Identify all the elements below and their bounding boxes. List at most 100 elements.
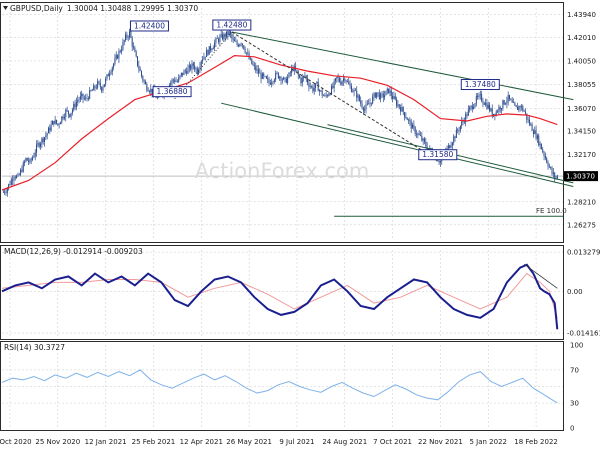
candle-body (532, 130, 534, 134)
candle-body (49, 127, 51, 131)
symbol-label: GBPUSD,Daily (10, 4, 63, 13)
candle-body (219, 36, 221, 42)
swing-label-box (418, 149, 458, 161)
candle-body (312, 86, 314, 92)
candle-body (207, 50, 209, 55)
candle-body (62, 116, 64, 119)
x-tick-label: 26 May 2021 (226, 438, 272, 446)
candle-body (280, 76, 282, 81)
candle-body (142, 76, 144, 81)
x-tick-label: 18 Feb 2022 (514, 438, 558, 446)
candle-body (304, 75, 306, 77)
candle-body (196, 68, 198, 74)
candle-body (350, 86, 352, 92)
swing-label-box (212, 19, 252, 31)
candle-body (523, 110, 525, 112)
fib-label: FE 100.0 (536, 207, 567, 215)
candle-body (470, 105, 472, 108)
candle-body (48, 127, 49, 134)
candle-body (538, 135, 540, 146)
rsi-line (1, 369, 558, 404)
watermark: ActionForex.com (195, 159, 370, 183)
price-tick-label: 1.36070 (567, 105, 596, 113)
swing-label: 1.31580 (422, 150, 453, 159)
candle-body (319, 90, 321, 92)
candle-body (109, 73, 111, 77)
candle-body (540, 143, 542, 150)
candle-body (176, 81, 178, 82)
candle-body (506, 101, 508, 104)
candle-body (338, 78, 340, 82)
candle-body (63, 116, 65, 119)
rsi-tick-label: 0 (570, 425, 574, 433)
candle-body (509, 94, 511, 100)
candle-body (125, 34, 127, 41)
candle-body (58, 124, 60, 125)
candle-body (38, 143, 40, 147)
candle-body (33, 156, 35, 158)
candle-body (362, 107, 364, 111)
candle-body (198, 70, 200, 74)
candle-body (203, 56, 205, 60)
candle-body (342, 78, 344, 82)
candle-body (317, 81, 319, 92)
candle-body (36, 144, 38, 153)
swing-label-box (460, 79, 500, 91)
candle-body (522, 106, 524, 111)
candle-body (55, 119, 57, 124)
candle-body (479, 94, 481, 95)
candle-body (405, 116, 407, 119)
candle-body (485, 102, 487, 105)
candle-body (190, 65, 192, 70)
candle-body (105, 78, 107, 85)
candle-body (257, 69, 259, 74)
candle-body (251, 58, 253, 65)
candle-body (44, 137, 46, 142)
candle-body (130, 31, 132, 38)
candle-body (41, 138, 43, 144)
price-tick-label: 1.40050 (567, 57, 596, 65)
candle-body (365, 104, 367, 110)
dashed-trend-line (231, 31, 441, 163)
candle-body (121, 49, 123, 52)
candle-body (495, 111, 497, 116)
candle-body (378, 92, 380, 99)
candle-body (550, 167, 552, 169)
price-tick-label: 1.34150 (567, 128, 596, 136)
candle-body (321, 90, 323, 96)
candle-body (273, 79, 275, 82)
candle-body (194, 65, 196, 70)
candle-body (409, 119, 411, 122)
candle-body (26, 158, 28, 161)
candle-body (341, 81, 343, 85)
candle-body (212, 47, 214, 50)
candle-body (548, 166, 550, 168)
candle-body (316, 81, 318, 84)
candle-body (297, 71, 299, 76)
candle-body (249, 58, 251, 60)
candle-body (204, 56, 206, 58)
candle-body (82, 93, 84, 99)
candle-body (199, 66, 201, 71)
candle-body (482, 101, 484, 104)
candle-body (226, 31, 228, 38)
candle-body (117, 55, 119, 59)
candle-body (490, 108, 492, 111)
dropdown-triangle-icon[interactable] (3, 6, 8, 10)
candle-body (235, 41, 237, 42)
candle-body (86, 97, 88, 99)
candle-body (357, 95, 359, 98)
candle-body (423, 138, 425, 142)
candle-body (474, 103, 476, 107)
macd-line (1, 263, 559, 330)
candle-body (135, 51, 137, 57)
candle-body (237, 45, 239, 47)
macd-tick-label: 0.00 (567, 288, 583, 296)
candle-body (188, 65, 190, 69)
candle-body (467, 109, 469, 116)
candle-body (389, 90, 391, 93)
candle-body (206, 50, 208, 58)
candle-body (186, 71, 188, 74)
candle-body (9, 184, 11, 185)
candle-body (134, 47, 136, 52)
